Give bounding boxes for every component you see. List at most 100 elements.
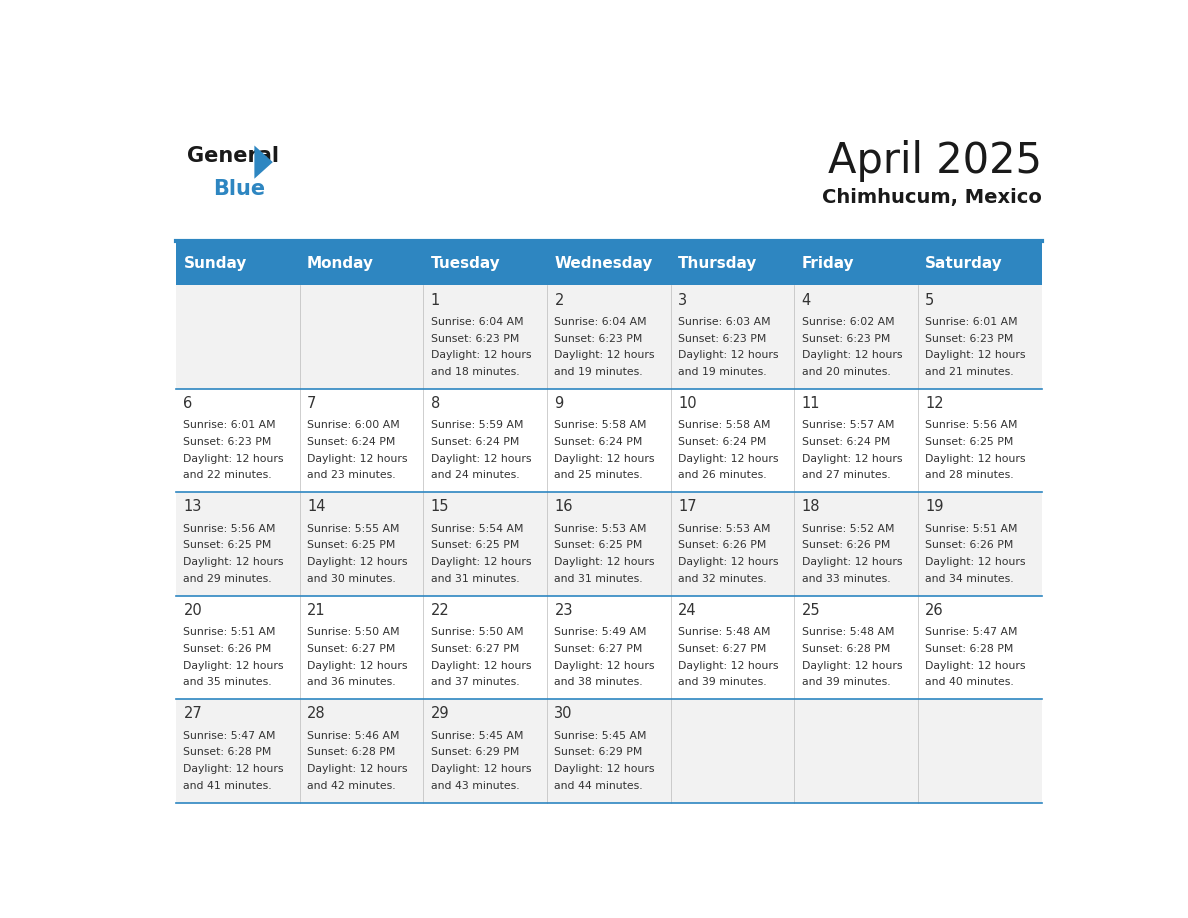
Text: Sunset: 6:27 PM: Sunset: 6:27 PM xyxy=(555,644,643,654)
Text: Tuesday: Tuesday xyxy=(431,256,500,271)
Text: and 23 minutes.: and 23 minutes. xyxy=(308,470,396,480)
Text: 26: 26 xyxy=(925,603,944,618)
Text: and 31 minutes.: and 31 minutes. xyxy=(431,574,519,584)
Text: 15: 15 xyxy=(431,499,449,514)
Text: Sunrise: 5:53 AM: Sunrise: 5:53 AM xyxy=(555,523,647,533)
Text: 22: 22 xyxy=(431,603,449,618)
Text: 19: 19 xyxy=(925,499,943,514)
Text: Sunrise: 5:45 AM: Sunrise: 5:45 AM xyxy=(431,731,523,741)
Text: Daylight: 12 hours: Daylight: 12 hours xyxy=(183,765,284,775)
Text: and 19 minutes.: and 19 minutes. xyxy=(555,367,643,376)
Text: Sunset: 6:23 PM: Sunset: 6:23 PM xyxy=(925,333,1013,343)
Text: Sunset: 6:28 PM: Sunset: 6:28 PM xyxy=(802,644,890,654)
Text: Sunset: 6:29 PM: Sunset: 6:29 PM xyxy=(431,747,519,757)
Text: and 39 minutes.: and 39 minutes. xyxy=(802,677,890,688)
Text: Sunset: 6:28 PM: Sunset: 6:28 PM xyxy=(925,644,1013,654)
Text: and 37 minutes.: and 37 minutes. xyxy=(431,677,519,688)
Text: Sunrise: 5:49 AM: Sunrise: 5:49 AM xyxy=(555,627,647,637)
Text: 5: 5 xyxy=(925,293,935,308)
Text: Saturday: Saturday xyxy=(925,256,1003,271)
Text: Sunrise: 5:47 AM: Sunrise: 5:47 AM xyxy=(183,731,276,741)
Text: Sunset: 6:26 PM: Sunset: 6:26 PM xyxy=(183,644,272,654)
Text: Sunrise: 5:56 AM: Sunrise: 5:56 AM xyxy=(925,420,1018,430)
Text: Sunset: 6:27 PM: Sunset: 6:27 PM xyxy=(308,644,396,654)
Text: and 42 minutes.: and 42 minutes. xyxy=(308,780,396,790)
Text: Chimhucum, Mexico: Chimhucum, Mexico xyxy=(822,188,1042,207)
Text: 7: 7 xyxy=(308,396,316,411)
Text: Daylight: 12 hours: Daylight: 12 hours xyxy=(555,454,655,464)
Text: Daylight: 12 hours: Daylight: 12 hours xyxy=(431,454,531,464)
Text: Blue: Blue xyxy=(213,179,265,199)
Text: Sunrise: 6:03 AM: Sunrise: 6:03 AM xyxy=(678,317,771,327)
Text: Sunset: 6:24 PM: Sunset: 6:24 PM xyxy=(431,437,519,447)
Text: and 22 minutes.: and 22 minutes. xyxy=(183,470,272,480)
Text: Sunset: 6:23 PM: Sunset: 6:23 PM xyxy=(802,333,890,343)
Text: and 31 minutes.: and 31 minutes. xyxy=(555,574,643,584)
Text: and 36 minutes.: and 36 minutes. xyxy=(308,677,396,688)
Text: and 33 minutes.: and 33 minutes. xyxy=(802,574,890,584)
Text: Sunset: 6:23 PM: Sunset: 6:23 PM xyxy=(431,333,519,343)
Text: Sunset: 6:23 PM: Sunset: 6:23 PM xyxy=(678,333,766,343)
Text: Sunset: 6:27 PM: Sunset: 6:27 PM xyxy=(678,644,766,654)
Text: Daylight: 12 hours: Daylight: 12 hours xyxy=(678,454,778,464)
Text: and 25 minutes.: and 25 minutes. xyxy=(555,470,643,480)
Text: Daylight: 12 hours: Daylight: 12 hours xyxy=(308,765,407,775)
Text: and 32 minutes.: and 32 minutes. xyxy=(678,574,766,584)
Text: 12: 12 xyxy=(925,396,944,411)
Text: Sunrise: 5:51 AM: Sunrise: 5:51 AM xyxy=(183,627,276,637)
Text: and 24 minutes.: and 24 minutes. xyxy=(431,470,519,480)
Text: Sunset: 6:24 PM: Sunset: 6:24 PM xyxy=(555,437,643,447)
Text: 9: 9 xyxy=(555,396,563,411)
FancyBboxPatch shape xyxy=(176,492,1042,596)
Text: Daylight: 12 hours: Daylight: 12 hours xyxy=(802,454,902,464)
Text: April 2025: April 2025 xyxy=(828,140,1042,182)
Text: Daylight: 12 hours: Daylight: 12 hours xyxy=(431,351,531,361)
Text: Sunrise: 5:48 AM: Sunrise: 5:48 AM xyxy=(802,627,895,637)
Text: 18: 18 xyxy=(802,499,820,514)
Text: 25: 25 xyxy=(802,603,820,618)
Text: Daylight: 12 hours: Daylight: 12 hours xyxy=(308,557,407,567)
Text: 8: 8 xyxy=(431,396,440,411)
Text: Daylight: 12 hours: Daylight: 12 hours xyxy=(925,351,1025,361)
Text: Sunrise: 5:55 AM: Sunrise: 5:55 AM xyxy=(308,523,399,533)
Text: Sunrise: 5:48 AM: Sunrise: 5:48 AM xyxy=(678,627,771,637)
Text: Daylight: 12 hours: Daylight: 12 hours xyxy=(678,351,778,361)
Text: Daylight: 12 hours: Daylight: 12 hours xyxy=(925,557,1025,567)
Text: Daylight: 12 hours: Daylight: 12 hours xyxy=(678,661,778,671)
Text: 24: 24 xyxy=(678,603,696,618)
Text: and 38 minutes.: and 38 minutes. xyxy=(555,677,643,688)
Text: Sunset: 6:29 PM: Sunset: 6:29 PM xyxy=(555,747,643,757)
Text: 29: 29 xyxy=(431,707,449,722)
Text: and 30 minutes.: and 30 minutes. xyxy=(308,574,396,584)
Text: 21: 21 xyxy=(308,603,326,618)
Text: and 34 minutes.: and 34 minutes. xyxy=(925,574,1013,584)
Text: Sunrise: 5:52 AM: Sunrise: 5:52 AM xyxy=(802,523,895,533)
Text: 30: 30 xyxy=(555,707,573,722)
Text: 14: 14 xyxy=(308,499,326,514)
Text: Sunset: 6:26 PM: Sunset: 6:26 PM xyxy=(678,541,766,551)
Text: Daylight: 12 hours: Daylight: 12 hours xyxy=(925,661,1025,671)
Text: Wednesday: Wednesday xyxy=(555,256,652,271)
Text: Daylight: 12 hours: Daylight: 12 hours xyxy=(802,557,902,567)
Text: Sunset: 6:24 PM: Sunset: 6:24 PM xyxy=(802,437,890,447)
Text: Sunrise: 5:58 AM: Sunrise: 5:58 AM xyxy=(555,420,647,430)
Text: and 27 minutes.: and 27 minutes. xyxy=(802,470,890,480)
Text: Sunrise: 5:47 AM: Sunrise: 5:47 AM xyxy=(925,627,1018,637)
Text: and 43 minutes.: and 43 minutes. xyxy=(431,780,519,790)
Text: Sunrise: 5:54 AM: Sunrise: 5:54 AM xyxy=(431,523,523,533)
Text: Sunrise: 6:04 AM: Sunrise: 6:04 AM xyxy=(555,317,647,327)
Text: Friday: Friday xyxy=(802,256,854,271)
Text: Sunrise: 5:50 AM: Sunrise: 5:50 AM xyxy=(308,627,399,637)
Text: Sunrise: 6:01 AM: Sunrise: 6:01 AM xyxy=(925,317,1018,327)
Text: and 29 minutes.: and 29 minutes. xyxy=(183,574,272,584)
Text: Sunset: 6:28 PM: Sunset: 6:28 PM xyxy=(308,747,396,757)
Text: Sunrise: 5:56 AM: Sunrise: 5:56 AM xyxy=(183,523,276,533)
Text: Sunrise: 5:53 AM: Sunrise: 5:53 AM xyxy=(678,523,771,533)
Text: Sunset: 6:28 PM: Sunset: 6:28 PM xyxy=(183,747,272,757)
FancyBboxPatch shape xyxy=(176,241,1042,285)
Text: and 35 minutes.: and 35 minutes. xyxy=(183,677,272,688)
Text: and 41 minutes.: and 41 minutes. xyxy=(183,780,272,790)
Text: Daylight: 12 hours: Daylight: 12 hours xyxy=(431,765,531,775)
Text: 6: 6 xyxy=(183,396,192,411)
Text: Sunset: 6:26 PM: Sunset: 6:26 PM xyxy=(925,541,1013,551)
